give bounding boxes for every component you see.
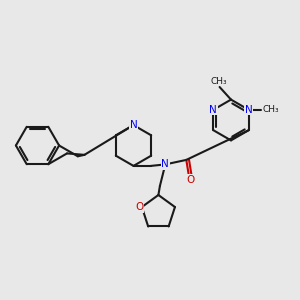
Text: CH₃: CH₃: [211, 77, 227, 86]
Text: N: N: [161, 159, 169, 170]
Text: N: N: [245, 105, 253, 115]
Text: O: O: [135, 202, 144, 212]
Text: CH₃: CH₃: [262, 105, 279, 114]
Text: O: O: [186, 175, 194, 185]
Text: N: N: [209, 105, 217, 115]
Text: N: N: [130, 120, 137, 130]
